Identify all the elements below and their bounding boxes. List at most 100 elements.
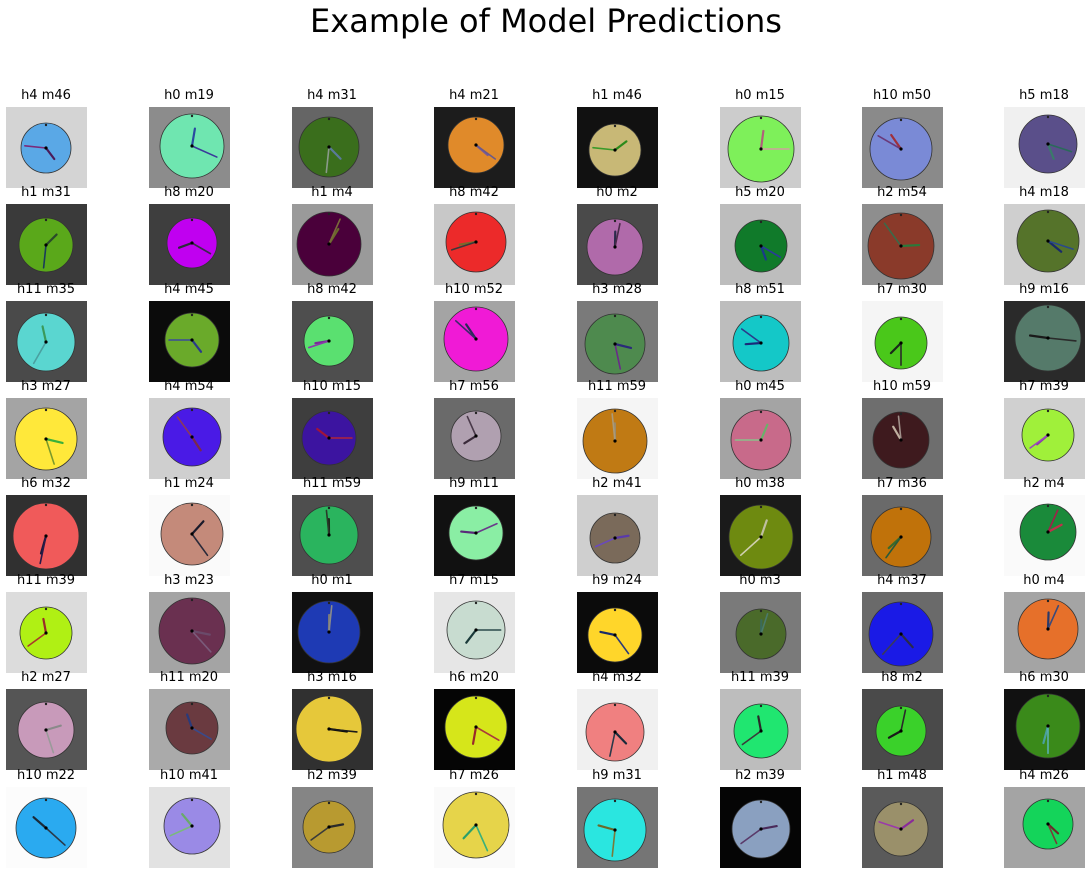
clock-thumbnail: h3 m16 bbox=[292, 670, 373, 770]
prediction-label: h2 m39 bbox=[735, 768, 785, 783]
clock-image bbox=[577, 398, 658, 479]
twelve-marker bbox=[1046, 305, 1050, 309]
center-pin bbox=[327, 825, 331, 829]
center-pin bbox=[327, 630, 331, 634]
clock-thumbnail: h0 m2 bbox=[577, 185, 658, 285]
prediction-label: h0 m1 bbox=[311, 573, 353, 588]
minute-hand bbox=[594, 537, 616, 548]
minute-hand bbox=[42, 244, 47, 269]
twelve-marker bbox=[327, 212, 331, 216]
clock-thumbnail: h2 m27 bbox=[6, 670, 87, 770]
twelve-marker bbox=[613, 314, 617, 318]
center-pin bbox=[44, 340, 48, 344]
center-pin bbox=[474, 725, 478, 729]
clock-image bbox=[577, 301, 658, 382]
minute-hand bbox=[328, 218, 341, 245]
twelve-marker bbox=[759, 609, 763, 613]
twelve-marker bbox=[899, 602, 903, 606]
minute-hand bbox=[611, 413, 616, 442]
twelve-marker bbox=[190, 114, 194, 118]
prediction-label: h7 m15 bbox=[449, 573, 499, 588]
center-pin bbox=[759, 535, 763, 539]
hour-hand bbox=[1028, 334, 1050, 340]
clock-thumbnail: h11 m39 bbox=[6, 573, 87, 673]
prediction-label: h7 m30 bbox=[877, 282, 927, 297]
minute-hand bbox=[454, 319, 477, 340]
center-pin bbox=[759, 632, 763, 636]
twelve-marker bbox=[613, 799, 617, 803]
clock-thumbnail: h2 m54 bbox=[862, 185, 943, 285]
clock-image bbox=[720, 301, 801, 382]
minute-hand bbox=[883, 222, 902, 247]
clock-image bbox=[434, 398, 515, 479]
clock-thumbnail: h1 m48 bbox=[862, 768, 943, 868]
prediction-label: h4 m45 bbox=[164, 282, 214, 297]
center-pin bbox=[474, 531, 478, 535]
clock-thumbnail: h11 m20 bbox=[149, 670, 230, 770]
minute-hand bbox=[45, 827, 66, 846]
prediction-label: h4 m46 bbox=[21, 88, 71, 103]
minute-hand bbox=[878, 821, 902, 830]
prediction-label: h4 m32 bbox=[592, 670, 642, 685]
prediction-label: h0 m4 bbox=[1023, 573, 1065, 588]
clock-image bbox=[1004, 301, 1085, 382]
hour-hand bbox=[41, 325, 48, 344]
clock-image bbox=[720, 592, 801, 673]
center-pin bbox=[190, 435, 194, 439]
clock-image bbox=[434, 495, 515, 576]
clock-image bbox=[292, 107, 373, 188]
prediction-label: h1 m48 bbox=[877, 768, 927, 783]
minute-hand bbox=[881, 633, 902, 656]
hour-hand bbox=[1046, 142, 1055, 160]
clock-image bbox=[6, 495, 87, 576]
clock-thumbnail: h6 m20 bbox=[434, 670, 515, 770]
center-pin bbox=[759, 147, 763, 151]
clock-thumbnail: h8 m42 bbox=[292, 282, 373, 382]
clock-thumbnail: h0 m1 bbox=[292, 573, 373, 673]
clock-image bbox=[434, 787, 515, 868]
clock-thumbnail: h6 m32 bbox=[6, 476, 87, 576]
twelve-marker bbox=[759, 220, 763, 224]
clock-thumbnail: h1 m46 bbox=[577, 88, 658, 188]
hour-hand bbox=[44, 724, 62, 732]
clock-thumbnail: h0 m45 bbox=[720, 379, 801, 479]
center-pin bbox=[613, 148, 617, 152]
prediction-label: h0 m2 bbox=[596, 185, 638, 200]
prediction-label: h7 m39 bbox=[1019, 379, 1069, 394]
hour-hand bbox=[597, 824, 617, 832]
prediction-label: h7 m26 bbox=[449, 768, 499, 783]
center-pin bbox=[44, 437, 48, 441]
center-pin bbox=[613, 245, 617, 249]
clock-thumbnail: h2 m39 bbox=[720, 768, 801, 868]
twelve-marker bbox=[613, 124, 617, 128]
center-pin bbox=[613, 633, 617, 637]
minute-hand bbox=[45, 729, 55, 754]
clock-thumbnail: h11 m59 bbox=[292, 476, 373, 576]
center-pin bbox=[190, 532, 194, 536]
minute-hand bbox=[614, 222, 621, 248]
clock-thumbnail: h7 m15 bbox=[434, 573, 515, 673]
center-pin bbox=[759, 438, 763, 442]
center-pin bbox=[190, 241, 194, 245]
center-pin bbox=[1046, 530, 1050, 534]
clock-image bbox=[862, 495, 943, 576]
minute-hand bbox=[877, 135, 902, 150]
minute-hand bbox=[1047, 823, 1058, 845]
twelve-marker bbox=[1046, 210, 1050, 214]
center-pin bbox=[759, 729, 763, 733]
twelve-marker bbox=[190, 702, 194, 706]
hour-hand bbox=[613, 342, 633, 350]
twelve-marker bbox=[474, 307, 478, 311]
clock-image bbox=[862, 301, 943, 382]
minute-hand bbox=[1047, 240, 1074, 250]
clock-thumbnail: h10 m59 bbox=[862, 379, 943, 479]
hour-hand bbox=[460, 530, 478, 535]
hour-hand bbox=[190, 520, 205, 536]
clock-thumbnail: h10 m52 bbox=[434, 282, 515, 382]
prediction-label: h1 m46 bbox=[592, 88, 642, 103]
center-pin bbox=[327, 242, 331, 246]
twelve-marker bbox=[44, 798, 48, 802]
clock-thumbnail: h0 m38 bbox=[720, 476, 801, 576]
minute-hand bbox=[328, 604, 333, 633]
clock-thumbnail: h5 m18 bbox=[1004, 88, 1085, 188]
